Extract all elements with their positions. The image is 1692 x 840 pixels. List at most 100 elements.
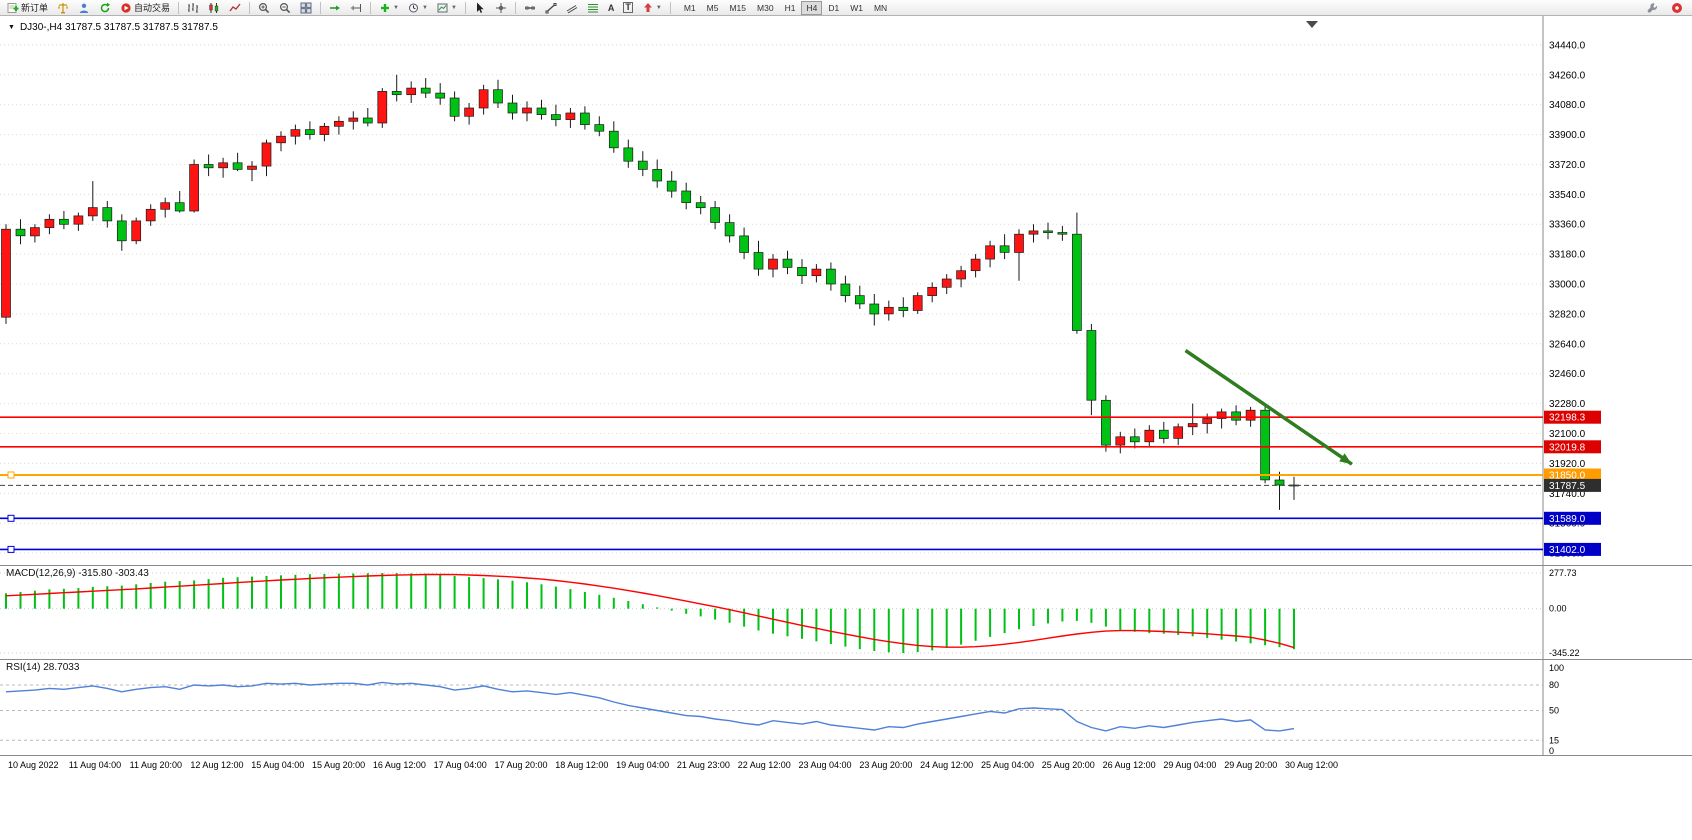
timeframe-button-m15[interactable]: M15 [724, 1, 751, 15]
toolbar-separator [514, 1, 516, 14]
timeframe-button-m1[interactable]: M1 [679, 1, 701, 15]
template-icon [437, 3, 448, 12]
bar-chart-button[interactable] [183, 1, 203, 15]
bear-candle [797, 267, 807, 277]
refresh-button[interactable] [95, 1, 115, 15]
time-axis-label: 15 Aug 04:00 [251, 760, 305, 770]
alert-button[interactable] [1667, 1, 1687, 15]
trend-arrow[interactable] [1184, 349, 1353, 466]
timeframe-button-m5[interactable]: M5 [702, 1, 724, 15]
line-handle[interactable] [7, 471, 15, 479]
macd-tick-label: 277.73 [1549, 568, 1577, 578]
rsi-tick-label: 0 [1549, 746, 1554, 756]
accounts-button[interactable] [74, 1, 94, 15]
zoom-out-button[interactable] [275, 1, 295, 15]
line-handle[interactable] [7, 514, 15, 522]
arrows-tool-button[interactable]: ▼ [638, 1, 666, 15]
axis-price-tag [1544, 468, 1601, 482]
timeframe-group: M1 M5 M15 M30 H1 H4 D1 W1 MN [679, 0, 892, 15]
tile-windows-button[interactable] [296, 1, 316, 15]
time-axis-label: 29 Aug 20:00 [1224, 760, 1278, 770]
new-order-button[interactable]: 新订单 [3, 1, 52, 15]
bear-candle [637, 160, 648, 170]
price-tick-label: 33000.0 [1549, 280, 1586, 291]
bull-candle [811, 268, 822, 277]
bear-candle [710, 207, 720, 223]
line-handle[interactable] [7, 545, 15, 553]
scales-button[interactable] [53, 1, 73, 15]
quick-trade-collapse-icon[interactable]: ▼ [8, 24, 15, 31]
bull-candle [1115, 436, 1126, 446]
timeframe-button-h4[interactable]: H4 [801, 0, 823, 15]
timeframe-button-m30[interactable]: M30 [752, 1, 779, 15]
channel-tool-button[interactable] [562, 1, 582, 15]
rsi-canvas[interactable]: 100 80 50 150 [0, 660, 1692, 756]
timeframe-button-w1[interactable]: W1 [845, 1, 868, 15]
bull-candle [334, 120, 344, 127]
bull-candle [1014, 233, 1024, 253]
chart-shift-button[interactable] [346, 1, 366, 15]
bear-candle [753, 252, 764, 270]
crosshair-button[interactable] [491, 1, 511, 15]
macd-indicator-panel[interactable]: MACD(12,26,9) -315.80 -303.43 277.73 0.00… [0, 566, 1692, 660]
bear-candle [1043, 230, 1053, 233]
timeframe-button-mn[interactable]: MN [869, 1, 892, 15]
axis-price-tag-text: 31402.0 [1549, 545, 1586, 556]
rsi-tick-label: 50 [1549, 706, 1559, 716]
fibonacci-tool-button[interactable] [583, 1, 603, 15]
timeframe-button-d1[interactable]: D1 [823, 1, 844, 15]
bull-candle [478, 89, 489, 109]
chart-shift-marker-icon[interactable] [1306, 21, 1318, 28]
time-axis-label: 23 Aug 20:00 [859, 760, 913, 770]
text-label-icon: T [623, 2, 633, 13]
templates-button[interactable]: ▼ [433, 1, 461, 15]
line-chart-button[interactable] [225, 1, 245, 15]
autotrading-button[interactable]: 自动交易 [116, 1, 174, 15]
bull-candle [377, 91, 388, 124]
timeframe-button-h1[interactable]: H1 [780, 1, 801, 15]
bull-candle [912, 295, 923, 311]
axis-price-tag-text: 32198.3 [1549, 413, 1586, 424]
bear-candle [1072, 233, 1082, 331]
trend-arrow-head [1339, 453, 1352, 465]
bull-candle [218, 162, 228, 169]
text-tool-button[interactable]: A [604, 1, 619, 15]
text-tool-icon: A [607, 2, 615, 13]
text-label-tool-button[interactable]: T [619, 1, 637, 15]
autotrading-icon [121, 2, 131, 13]
bull-candle [1, 228, 11, 318]
macd-label: MACD(12,26,9) -315.80 -303.43 [6, 568, 149, 579]
auto-scroll-button[interactable] [325, 1, 345, 15]
bear-candle [580, 112, 590, 125]
tools-button[interactable] [1643, 1, 1663, 15]
bear-candle [1260, 409, 1270, 481]
rsi-indicator-panel[interactable]: RSI(14) 28.7033 100 80 50 15 0 [0, 660, 1692, 756]
candlestick-chart-button[interactable] [204, 1, 224, 15]
bull-candle [927, 286, 938, 296]
bear-candle [594, 124, 605, 132]
periods-button[interactable]: ▼ [404, 1, 432, 15]
trendline-tool-button[interactable] [541, 1, 561, 15]
bear-candle [1274, 479, 1285, 486]
macd-canvas[interactable]: 277.73 0.00 -345.22 [0, 566, 1692, 660]
bottom-whitespace [0, 776, 1692, 840]
price-chart-panel[interactable]: ▼ DJ30-,H4 31787.5 31787.5 31787.5 31787… [0, 16, 1692, 566]
indicators-button[interactable]: ▼ [375, 1, 403, 15]
horizontal-line-tool-button[interactable] [520, 1, 540, 15]
zoom-in-button[interactable] [254, 1, 274, 15]
toolbar-separator [320, 1, 322, 14]
time-axis[interactable]: 10 Aug 2022 11 Aug 04:00 11 Aug 20:00 12 Au… [0, 756, 1692, 776]
axis-price-tag [1544, 478, 1601, 492]
bear-candle [854, 295, 865, 305]
dropdown-arrow-icon: ▼ [421, 4, 428, 11]
bear-candle [608, 130, 619, 149]
axis-price-tag-text: 31787.5 [1549, 481, 1586, 492]
cursor-icon [476, 2, 484, 13]
price-chart-canvas[interactable]: 34440.0 34260.0 34080.0 33900.0 33720.0 33540… [0, 16, 1692, 566]
cursor-button[interactable] [470, 1, 490, 15]
bear-candle [174, 202, 185, 212]
time-axis-label: 12 Aug 12:00 [190, 760, 244, 770]
time-axis-label: 11 Aug 04:00 [68, 760, 122, 770]
bull-candle [522, 107, 532, 114]
bear-candle [999, 245, 1010, 253]
